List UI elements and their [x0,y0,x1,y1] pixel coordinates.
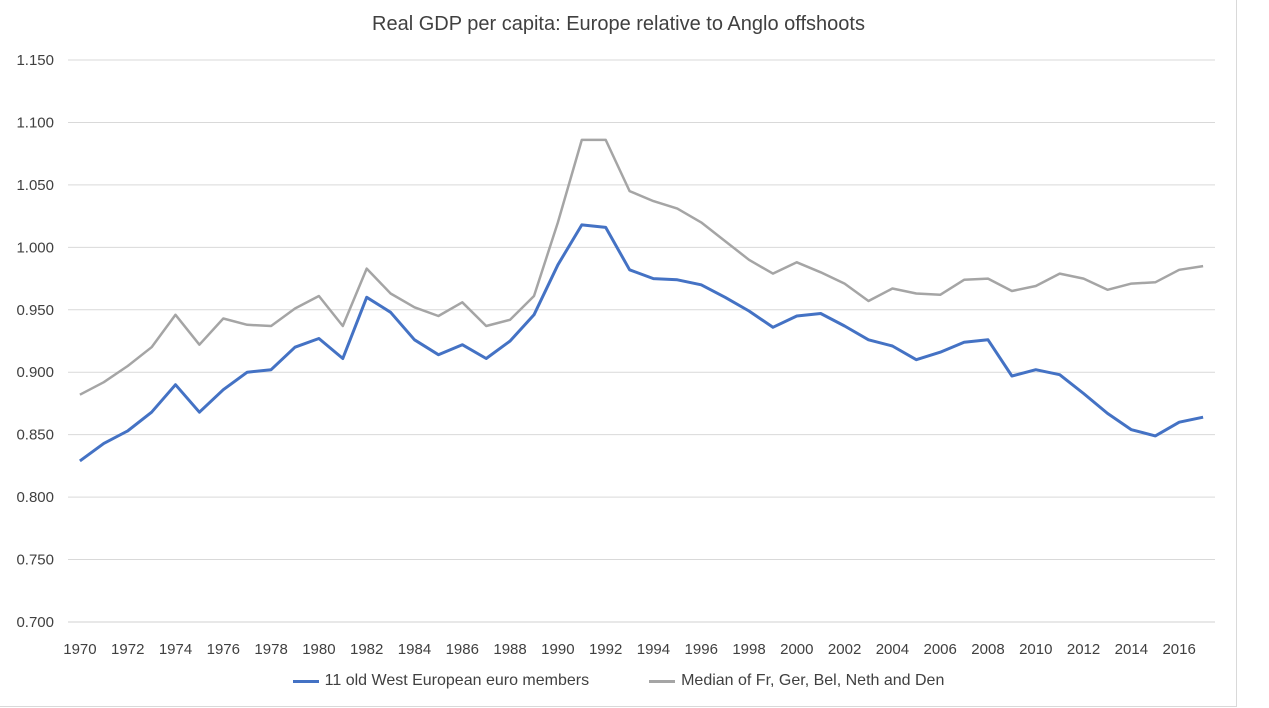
x-tick-label: 1982 [350,641,383,658]
x-tick-label: 2000 [780,641,813,658]
x-tick-label: 1976 [207,641,240,658]
legend-label: 11 old West European euro members [324,672,590,689]
x-tick-label: 2012 [1067,641,1100,658]
x-tick-label: 1986 [446,641,479,658]
y-tick-label: 0.900 [16,364,54,381]
x-tick-label: 1972 [111,641,144,658]
x-tick-label: 2010 [1019,641,1052,658]
legend-item-median: Median of Fr, Ger, Bel, Neth and Den [649,672,944,690]
x-tick-label: 1998 [732,641,765,658]
legend-swatch-gray [649,679,676,683]
x-tick-label: 1974 [159,641,192,658]
y-tick-label: 0.950 [16,302,54,319]
x-tick-label: 2002 [828,641,861,658]
y-tick-label: 0.700 [16,614,54,631]
legend-item-euro-members: 11 old West European euro members [292,672,590,690]
x-tick-label: 2006 [924,641,957,658]
x-tick-label: 1980 [302,641,335,658]
y-tick-label: 1.000 [16,239,54,256]
x-tick-label: 1970 [63,641,96,658]
legend: 11 old West European euro members Median… [0,672,1237,690]
y-tick-label: 0.850 [16,427,54,444]
y-axis-ticks: 0.700 0.750 0.800 0.850 0.900 0.950 1.000 1.050… [16,52,54,631]
y-tick-label: 1.100 [16,114,54,131]
series-lines [79,138,1204,463]
x-tick-label: 1996 [685,641,718,658]
x-tick-label: 2016 [1162,641,1195,658]
x-tick-label: 2008 [971,641,1004,658]
gridlines [68,59,1215,623]
y-tick-label: 1.150 [16,52,54,69]
y-tick-label: 0.800 [16,489,54,506]
x-axis-ticks: 1970 1972 1974 1976 1978 1980 1982 1984 1986 1988… [63,641,1196,658]
x-tick-label: 1978 [254,641,287,658]
x-tick-label: 1994 [637,641,670,658]
x-tick-label: 1992 [589,641,622,658]
chart-frame [0,0,1237,707]
y-tick-label: 0.750 [16,552,54,569]
series-line-euro-members [79,223,1204,463]
chart-title: Real GDP per capita: Europe relative to … [372,13,865,35]
y-tick-label: 1.050 [16,177,54,194]
x-tick-label: 1988 [493,641,526,658]
x-tick-label: 1984 [398,641,431,658]
x-tick-label: 2004 [876,641,909,658]
x-tick-label: 2014 [1115,641,1148,658]
x-tick-label: 1990 [541,641,574,658]
series-line-median [79,138,1204,396]
legend-label: Median of Fr, Ger, Bel, Neth and Den [681,672,945,689]
legend-swatch-blue [292,679,319,683]
